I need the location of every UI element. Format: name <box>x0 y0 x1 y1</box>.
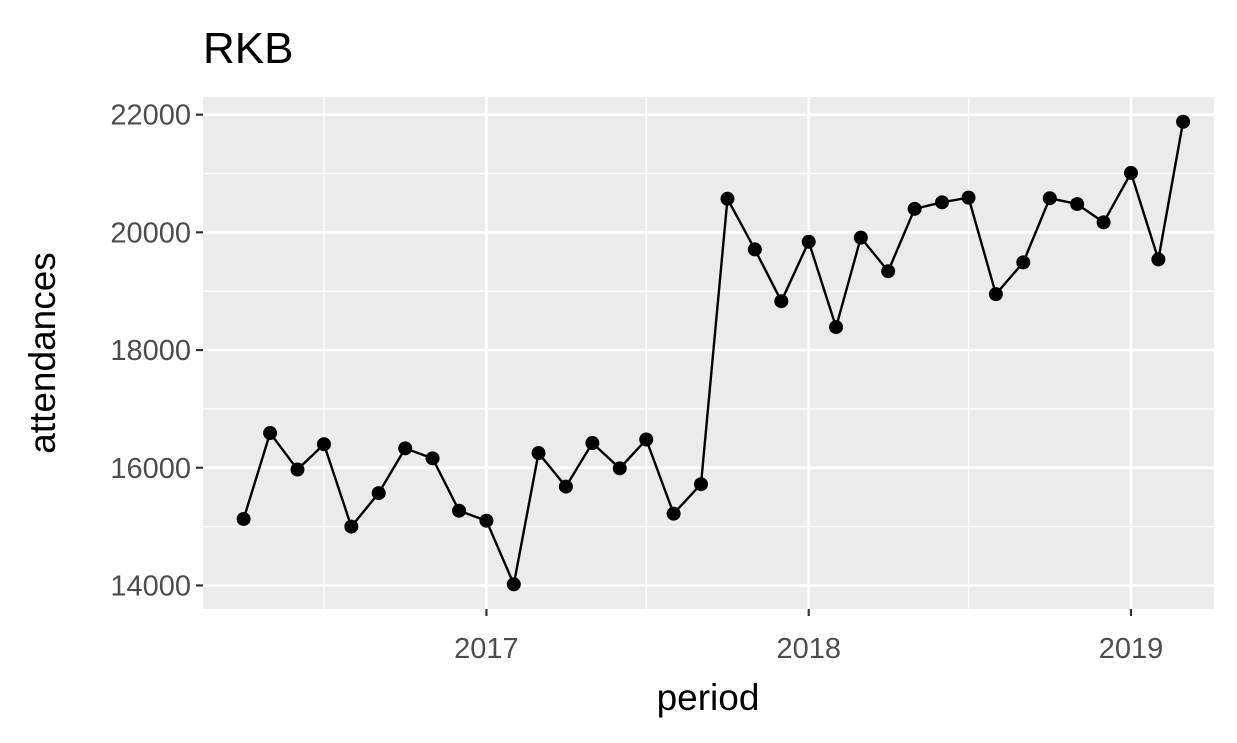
chart-title: RKB <box>203 24 293 73</box>
data-point <box>1124 165 1139 180</box>
data-point <box>935 195 950 210</box>
data-point <box>747 242 762 257</box>
data-point <box>506 577 521 592</box>
data-point <box>398 441 413 456</box>
series-line <box>242 121 1185 586</box>
data-point <box>829 320 844 335</box>
y-tick-label: 20000 <box>110 217 191 249</box>
major-gridlines <box>203 97 1214 609</box>
data-point <box>853 230 868 245</box>
data-point <box>881 264 896 279</box>
y-tick-label: 14000 <box>110 570 191 602</box>
data-point <box>263 426 278 441</box>
data-point <box>666 506 681 521</box>
data-point <box>290 462 305 477</box>
data-point <box>612 461 627 476</box>
y-tick-label: 22000 <box>110 100 191 132</box>
y-tick-label: 18000 <box>110 335 191 367</box>
x-tick-labels: 2017 2018 2019 <box>454 633 1163 665</box>
data-point <box>693 477 708 492</box>
data-point <box>774 294 789 309</box>
series-line-group <box>242 121 1185 586</box>
data-point <box>1042 191 1057 206</box>
data-point <box>720 191 735 206</box>
y-axis-title: attendances <box>22 252 63 454</box>
data-point <box>452 503 467 518</box>
data-point <box>988 287 1003 302</box>
data-point <box>801 234 816 249</box>
x-tick-label: 2018 <box>776 633 841 665</box>
data-point <box>425 451 440 466</box>
data-point <box>1151 252 1166 267</box>
data-point <box>371 486 386 501</box>
x-tick-label: 2019 <box>1099 633 1164 665</box>
data-point <box>531 446 546 461</box>
x-tick-label: 2017 <box>454 633 519 665</box>
x-axis-title: period <box>657 677 760 718</box>
data-point <box>479 513 494 528</box>
y-tick-label: 16000 <box>110 453 191 485</box>
data-point <box>1016 255 1031 270</box>
data-point <box>1176 114 1191 129</box>
data-point <box>316 437 331 452</box>
y-tick-labels: 14000 16000 18000 20000 22000 <box>110 100 191 603</box>
data-point <box>961 190 976 205</box>
data-point <box>907 201 922 216</box>
data-point <box>1070 197 1085 212</box>
data-point <box>236 511 251 526</box>
data-point <box>558 479 573 494</box>
plot-panel <box>203 97 1214 609</box>
data-point <box>639 432 654 447</box>
data-point <box>344 519 359 534</box>
series-points <box>236 114 1191 592</box>
data-point <box>585 436 600 451</box>
data-point <box>1096 215 1111 230</box>
axis-ticks <box>196 113 1133 616</box>
